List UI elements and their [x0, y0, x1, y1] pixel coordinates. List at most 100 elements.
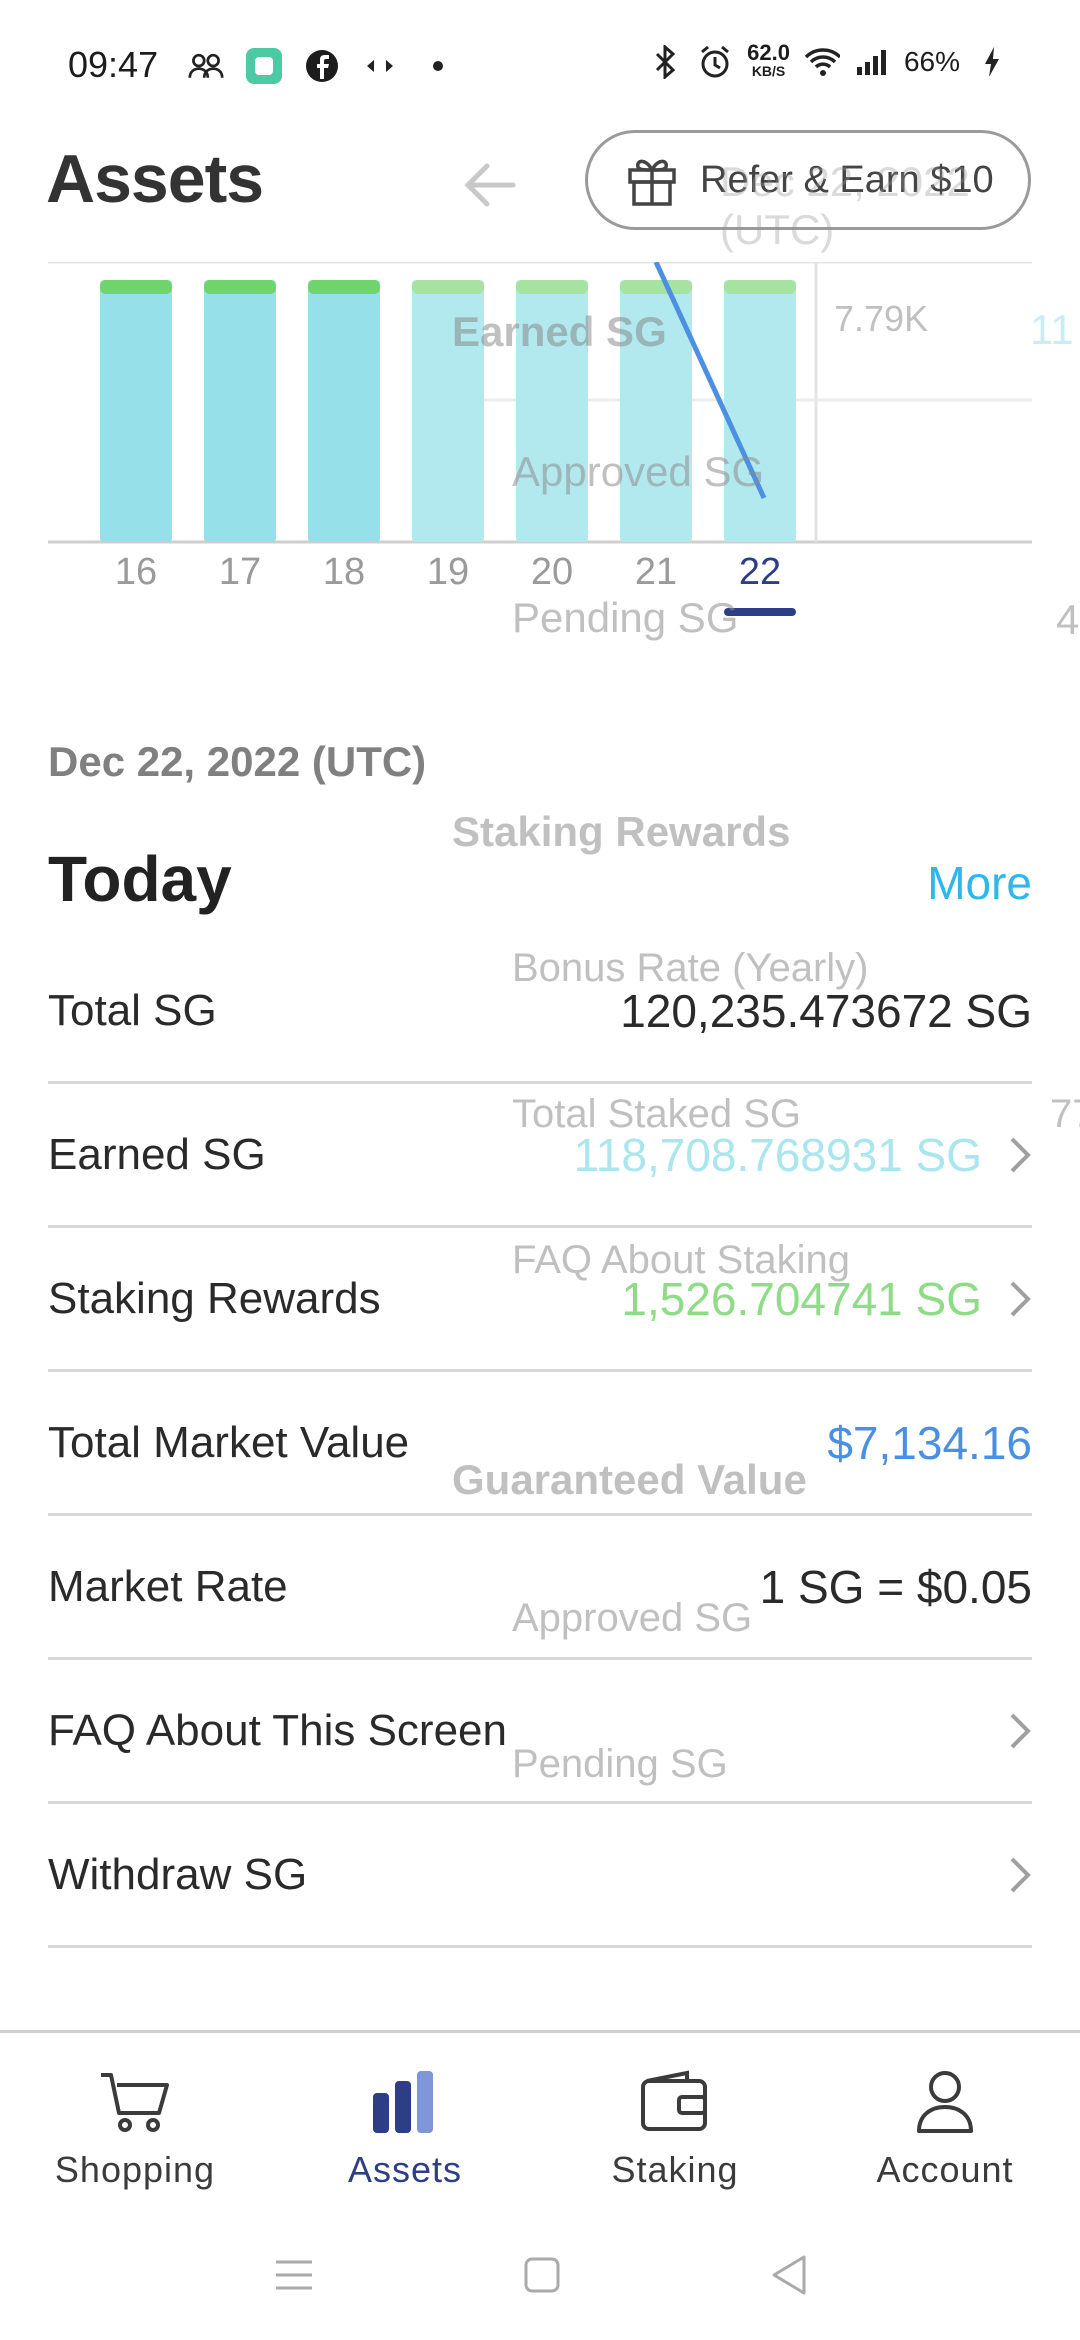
withdraw-value [1008, 1855, 1032, 1895]
nav-shopping-label: Shopping [54, 2149, 216, 2190]
chart-bar[interactable] [100, 280, 172, 542]
back-icon[interactable] [770, 2255, 806, 2295]
row-total-market-value: Total Market Value $7,134.16 [48, 1372, 1032, 1516]
chart-bar-cap [412, 280, 484, 294]
ghost-approved-sg-2: Approved SG [512, 1596, 753, 1640]
total-market-value: $7,134.16 [827, 1416, 1032, 1470]
battery-text: 66% [903, 46, 960, 77]
more-link[interactable]: More [927, 857, 1032, 909]
cart-icon [101, 2073, 169, 2132]
chart-svg: 16 17 18 19 20 21 22 [48, 262, 1032, 616]
ghost-bonus-rate: Bonus Rate (Yearly) [512, 946, 869, 990]
refer-earn-button[interactable]: Refer & Earn $10 [585, 130, 1031, 230]
chart-bar[interactable] [516, 280, 588, 542]
row-withdraw[interactable]: Withdraw SG [48, 1804, 1032, 1948]
row-total-sg: Total SG 120,235.473672 SG [48, 940, 1032, 1084]
row-market-rate: Market Rate 1 SG = $0.05 [48, 1516, 1032, 1660]
chart-bar-cap [516, 280, 588, 294]
header: Assets Refer & Earn $10 Dec 22, 2022 (UT… [0, 130, 1080, 260]
menu-icon[interactable] [274, 2258, 314, 2292]
notification-icons [188, 48, 456, 84]
ghost-chart-value: 7.79K [834, 298, 929, 339]
total-market-value-amount: $7,134.16 [827, 1416, 1032, 1469]
selected-indicator [724, 608, 796, 616]
summary-list: Total SG 120,235.473672 SG Earned SG 118… [48, 940, 1032, 1948]
x-tick-label: 18 [323, 551, 365, 593]
network-speed: 62.0 KB/S [747, 40, 790, 80]
app-icon [246, 48, 282, 84]
earned-sg-value: 118,708.768931 SG [574, 1128, 1032, 1182]
faq-value [1008, 1711, 1032, 1751]
ghost-guaranteed: Guaranteed Value [452, 1456, 807, 1503]
chart-bar[interactable] [724, 280, 796, 542]
ghost-staking-rewards: Staking Rewards [452, 808, 791, 855]
arrows-icon [362, 48, 398, 84]
row-earned-sg[interactable]: Earned SG 118,708.768931 SG [48, 1084, 1032, 1228]
bluetooth-icon [647, 44, 683, 80]
system-icons: 62.0 KB/S 66% [647, 40, 1010, 80]
x-tick-label: 20 [531, 551, 573, 593]
chart-bar-cap [204, 280, 276, 294]
signal-icon [854, 44, 890, 80]
chart-bar[interactable] [204, 280, 276, 542]
person-icon [917, 2071, 973, 2133]
ghost-chart-value-3: 4 [1056, 596, 1080, 643]
nav-account[interactable]: Account [810, 2033, 1080, 2210]
nav-account-label: Account [876, 2149, 1014, 2190]
page-title: Assets [46, 141, 264, 217]
home-icon[interactable] [524, 2257, 560, 2293]
chevron-right-icon [1010, 1137, 1031, 1172]
x-tick-label: 16 [115, 551, 157, 593]
earnings-chart: 16 17 18 19 20 21 22 Earned SG 7.79K 11 Approv… [0, 262, 1080, 643]
system-navigation [0, 2210, 1080, 2340]
staking-rewards-label: Staking Rewards [48, 1273, 381, 1323]
chart-bar-cap [100, 280, 172, 294]
ghost-total-staked: Total Staked SG [512, 1092, 802, 1136]
dot-icon [420, 48, 456, 84]
wifi-icon [804, 44, 840, 80]
ghost-earned-sg: Earned SG [452, 308, 667, 355]
today-title: Today [48, 843, 232, 915]
market-rate-label: Market Rate [48, 1561, 288, 1611]
withdraw-label: Withdraw SG [48, 1849, 308, 1899]
status-time: 09:47 [68, 44, 159, 85]
x-tick-label: 19 [427, 551, 469, 593]
bottom-nav: Shopping Assets Staking Account [0, 2030, 1080, 2210]
row-staking-rewards[interactable]: Staking Rewards 1,526.704741 SG [48, 1228, 1032, 1372]
staking-rewards-amount: 1,526.704741 SG [621, 1272, 982, 1325]
bar-chart-icon [373, 2071, 433, 2133]
chevron-right-icon [1010, 1713, 1031, 1748]
row-faq[interactable]: FAQ About This Screen [48, 1660, 1032, 1804]
total-sg-value: 120,235.473672 SG [620, 984, 1032, 1038]
total-sg-amount: 120,235.473672 SG [620, 984, 1032, 1037]
nav-assets[interactable]: Assets [270, 2033, 540, 2210]
gift-icon [622, 148, 682, 213]
nav-shopping[interactable]: Shopping [0, 2033, 270, 2210]
nav-staking-label: Staking [611, 2149, 739, 2190]
ghost-chart-value-4: 77 [1050, 1092, 1080, 1136]
back-arrow-icon[interactable] [455, 150, 525, 220]
chart-bar[interactable] [620, 280, 692, 542]
ghost-pending-sg-2: Pending SG [512, 1742, 728, 1786]
earned-sg-label: Earned SG [48, 1129, 266, 1179]
market-rate-value: 1 SG = $0.05 [760, 1560, 1032, 1614]
x-tick-label: 21 [635, 551, 677, 593]
ghost-faq-staking: FAQ About Staking [512, 1238, 850, 1282]
nav-staking[interactable]: Staking [540, 2033, 810, 2210]
total-sg-label: Total SG [48, 985, 217, 1035]
net-speed-value: 62.0 [747, 40, 790, 65]
chevron-right-icon [1010, 1281, 1031, 1316]
charging-icon [974, 44, 1010, 80]
staking-rewards-value: 1,526.704741 SG [621, 1272, 1032, 1326]
market-rate-amount: 1 SG = $0.05 [759, 1560, 1032, 1613]
ghost-chart-value-2: 11 [1030, 306, 1074, 353]
chart-bar-cap [724, 280, 796, 294]
chart-bar-cap [308, 280, 380, 294]
date-label: Dec 22, 2022 (UTC) [48, 738, 427, 785]
chart-bar-cap [620, 280, 692, 294]
ghost-pending-sg: Pending SG [512, 594, 739, 641]
chart-bar[interactable] [308, 280, 380, 542]
chart-bar[interactable] [412, 280, 484, 542]
total-market-value-label: Total Market Value [48, 1417, 410, 1467]
ghost-date: Dec 22, 2022 (UTC) [720, 158, 970, 253]
